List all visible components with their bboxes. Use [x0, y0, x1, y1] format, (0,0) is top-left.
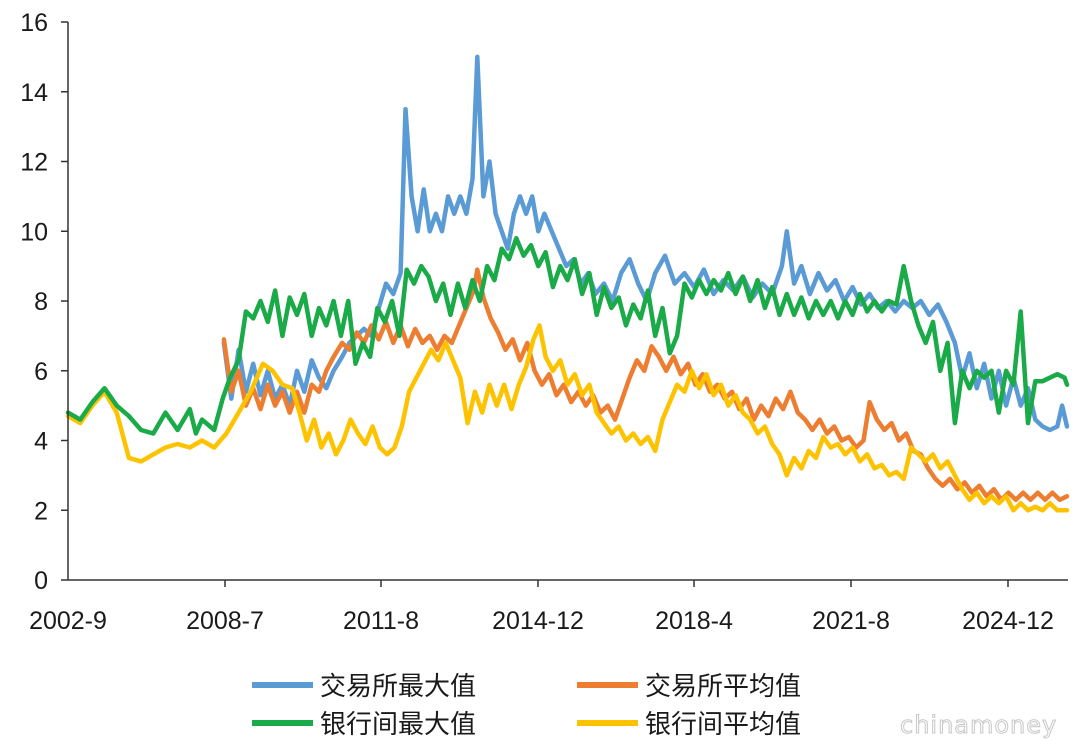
- legend-label: 交易所平均值: [645, 672, 801, 702]
- y-tick-label: 16: [20, 9, 48, 37]
- legend-label: 银行间最大值: [320, 710, 476, 740]
- x-tick-label: 2002-9: [29, 607, 107, 635]
- y-tick-label: 10: [20, 218, 48, 246]
- series-line-exchange-max: [221, 54, 1070, 433]
- legend-label: 交易所最大值: [320, 672, 476, 702]
- x-tick-label: 2021-8: [812, 607, 890, 635]
- legend-label: 银行间平均值: [645, 710, 801, 740]
- y-axis-ticks: 0 2 4 6 8 10 12 14 16: [20, 9, 68, 595]
- legend-item-exchange-avg: 交易所平均值: [577, 672, 801, 702]
- y-tick-label: 12: [20, 149, 48, 177]
- x-axis-ticks: 2002-9 2008-7 2011-8 2014-12 2018-4 2021-8 202…: [29, 580, 1054, 635]
- y-tick-label: 6: [34, 358, 48, 386]
- series-line-interbank-max: [65, 235, 1070, 436]
- y-tick-label: 4: [34, 428, 48, 456]
- legend: 交易所最大值 交易所平均值 银行间最大值 银行间平均值: [252, 672, 801, 740]
- series-layer: [65, 54, 1070, 513]
- series-line-exchange-avg: [221, 267, 1070, 503]
- x-tick-label: 2008-7: [186, 607, 264, 635]
- y-tick-label: 2: [34, 497, 48, 525]
- x-tick-label: 2011-8: [343, 607, 419, 635]
- series-line-interbank-avg: [65, 323, 1070, 513]
- x-tick-label: 2018-4: [655, 607, 733, 635]
- watermark: chinamoney: [900, 711, 1057, 739]
- y-tick-label: 0: [34, 567, 48, 595]
- y-tick-label: 14: [20, 79, 48, 107]
- legend-item-interbank-max: 银行间最大值: [252, 710, 476, 740]
- y-tick-label: 8: [34, 288, 48, 316]
- legend-item-interbank-avg: 银行间平均值: [577, 710, 801, 740]
- legend-item-exchange-max: 交易所最大值: [252, 672, 476, 702]
- x-tick-label: 2014-12: [492, 607, 584, 635]
- x-tick-label: 2024-12: [962, 607, 1054, 635]
